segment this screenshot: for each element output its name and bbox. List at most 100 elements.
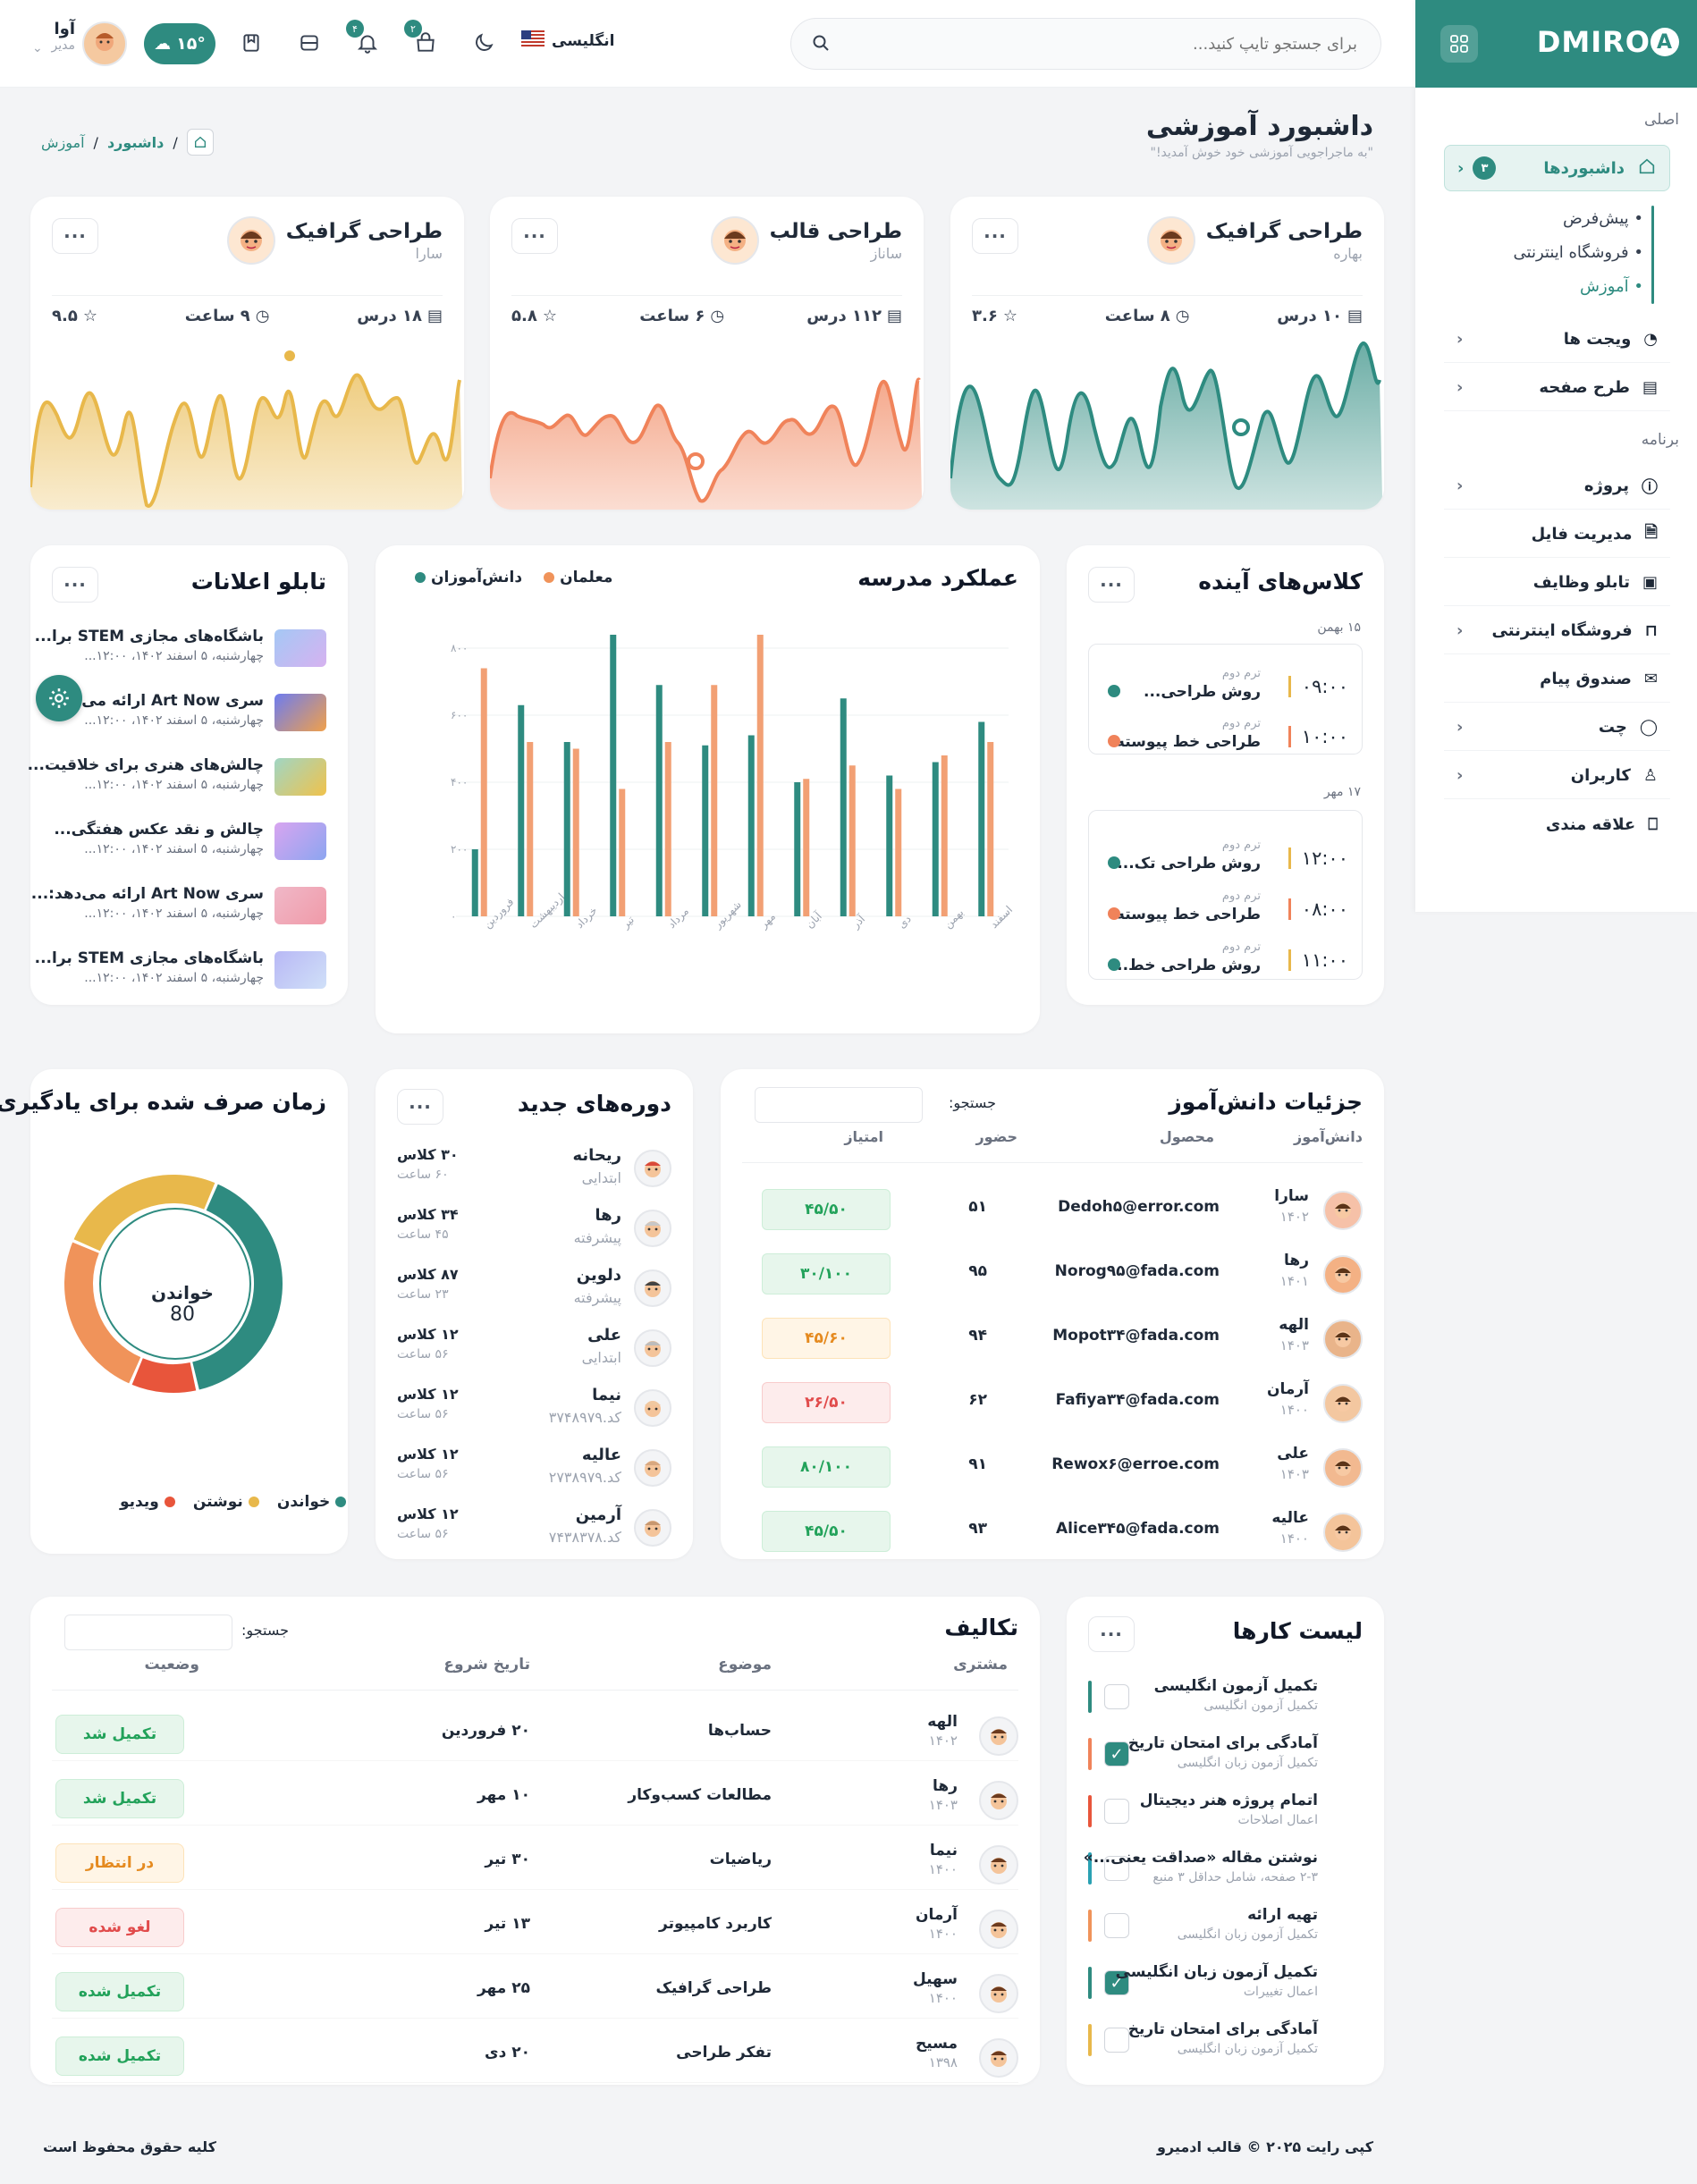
dark-mode-toggle[interactable] (466, 25, 502, 61)
table-row[interactable]: نیما ۱۴۰۰ ریاضیات ۳۰ تیر در انتظار (52, 1836, 1018, 1890)
bar-students (794, 782, 801, 916)
notice-item[interactable]: چالش و نقد عکس هفتگی... چهارشنبه، ۵ اسفند… (48, 817, 326, 865)
todo-checkbox[interactable] (1104, 2028, 1129, 2053)
more-button[interactable]: ··· (511, 218, 558, 254)
course-student-name: دلوین (576, 1266, 621, 1285)
course-item[interactable]: علی ابتدایی ۱۲ کلاس ۵۶ ساعت (397, 1324, 671, 1374)
sidebar-item-dashboards[interactable]: داشبوردها ۳ ‹ (1444, 145, 1670, 191)
hours-count: ◷ ۹ ساعت (184, 307, 270, 325)
sidebar-sub-default[interactable]: • پیش‌فرض (1562, 209, 1643, 228)
sidebar-item-favorites[interactable]: ⎕ علاقه مندی (1545, 814, 1658, 834)
todo-checkbox[interactable] (1104, 1856, 1129, 1881)
course-student-name: علی (587, 1326, 621, 1345)
sidebar-item-users[interactable]: ♙ کاربران ‹ (1444, 753, 1670, 799)
hours-count: ◷ ۸ ساعت (1104, 307, 1190, 325)
todo-item[interactable]: تکمیل آزمون انگلیسی تکمیل آزمون انگلیسی (1088, 1675, 1363, 1720)
assignment-subject: کاربرد کامپیوتر (659, 1915, 772, 1933)
sidebar-item-files[interactable]: 🗎 مدیریت فایل (1444, 511, 1670, 558)
sidebar-item-project[interactable]: ⓘ پروژه ‹ (1444, 463, 1670, 510)
todo-subtitle: تکمیل آزمون زبان انگلیسی (1177, 1756, 1318, 1770)
table-row[interactable]: آرمان ۱۴۰۰ کاربرد کامپیوتر ۱۳ تیر لغو شده (52, 1901, 1018, 1954)
column-header: مشتری (953, 1656, 1008, 1674)
breadcrumb-dashboard[interactable]: داشبورد (106, 133, 165, 151)
top-header: انگلیسی ۲ ۴ ۱۵° ☁ آوا مدیر ⌄ (0, 0, 1415, 88)
todo-item[interactable]: ✓ آمادگی برای امتحان تاریخ تکمیل آزمون زبا… (1088, 1733, 1363, 1777)
todo-item[interactable]: نوشتن مقاله «صداقت یعنی...» ۲-۳ صفحه، شام… (1084, 1847, 1363, 1892)
course-item[interactable]: عالیه کد.۲۷۳۸۹۷۹ ۱۲ کلاس ۵۶ ساعت (397, 1444, 671, 1494)
more-button[interactable]: ··· (972, 218, 1018, 254)
column-header: وضعیت (144, 1656, 199, 1674)
table-row[interactable]: سهیل ۱۴۰۰ طراحی گرافیک ۲۵ مهر تکمیل شده (52, 1965, 1018, 2019)
assignments-search-input[interactable] (64, 1615, 232, 1650)
course-header: طراحی قالب ساناز (710, 216, 902, 265)
class-time: ۱۰:۰۰ (1288, 726, 1348, 747)
more-button[interactable]: ··· (52, 567, 98, 603)
sidebar-item-chat[interactable]: ◯ چت ‹ (1444, 704, 1670, 751)
bookmark-button[interactable] (233, 25, 269, 61)
donut-segment (191, 1184, 283, 1390)
todo-item[interactable]: اتمام پروژه هنر دیجیتال اعمال اصلاحات (1088, 1790, 1363, 1834)
course-item[interactable]: نیما کد.۳۷۴۸۹۷۹ ۱۲ کلاس ۵۶ ساعت (397, 1384, 671, 1434)
todo-checkbox[interactable] (1104, 1684, 1129, 1709)
notice-item[interactable]: چالش‌های هنری برای خلاقیت... چهارشنبه، ۵ … (28, 753, 326, 801)
table-row[interactable]: مسیح ۱۳۹۸ تفکر طراحی ۲۰ دی تکمیل شده (52, 2029, 1018, 2083)
student-email: Rewox۶@erroe.com (1051, 1455, 1220, 1473)
more-button[interactable]: ··· (1088, 1616, 1135, 1652)
search-input[interactable] (790, 18, 1381, 70)
class-item[interactable]: ۰۸:۰۰ ترم دوم طراحی خط پیوسته (1102, 890, 1348, 934)
course-item[interactable]: رها پیشرفته ۳۴ کلاس ۴۵ ساعت (397, 1204, 671, 1254)
table-row[interactable]: علی ۱۴۰۳ Rewox۶@erroe.com ۹۱ ۸۰/۱۰۰ (742, 1443, 1363, 1493)
table-row[interactable]: آرمان ۱۴۰۰ Fafiya۳۴@fada.com ۶۲ ۲۶/۵۰ (742, 1379, 1363, 1429)
table-row[interactable]: رها ۱۴۰۱ Norog۹۵@fada.com ۹۵ ۳۰/۱۰۰ (742, 1250, 1363, 1300)
class-item[interactable]: ۱۲:۰۰ ترم دوم روش طراحی تک... (1102, 839, 1348, 883)
notice-item[interactable]: باشگاه‌های مجازی STEM برا... چهارشنبه، ۵ … (35, 946, 326, 994)
cart-button[interactable]: ۲ (404, 20, 443, 61)
sidebar-item-shop[interactable]: ⊓ فروشگاه اینترنتی ‹ (1444, 608, 1670, 654)
user-avatar[interactable] (82, 21, 127, 66)
more-button[interactable]: ··· (1088, 567, 1135, 603)
table-row[interactable]: سارا ۱۴۰۲ Dedoh۵@error.com ۵۱ ۴۵/۵۰ (742, 1185, 1363, 1235)
table-row[interactable]: رها ۱۴۰۳ مطالعات کسب‌وکار ۱۰ مهر تکمیل شد (52, 1772, 1018, 1826)
todo-item[interactable]: تهیه ارائه تکمیل آزمون زبان انگلیسی (1088, 1904, 1363, 1949)
settings-fab[interactable] (36, 675, 82, 721)
table-row[interactable]: عالیه ۱۴۰۰ Alice۳۴۵@fada.com ۹۳ ۴۵/۵۰ (742, 1507, 1363, 1557)
weather-pill[interactable]: ۱۵° ☁ (144, 23, 215, 64)
todo-item[interactable]: آمادگی برای امتحان تاریخ تکمیل آزمون زبان… (1088, 2019, 1363, 2063)
todo-checkbox[interactable]: ✓ (1104, 1970, 1129, 1995)
storage-button[interactable] (291, 25, 327, 61)
sidebar-item-widgets[interactable]: ◔ ویجت ها ‹ (1444, 316, 1670, 363)
class-name: طراحی خط پیوسته (1115, 906, 1261, 923)
more-button[interactable]: ··· (52, 218, 98, 254)
todo-checkbox[interactable]: ✓ (1104, 1741, 1129, 1767)
todo-item[interactable]: ✓ تکمیل آزمون زبان انگلیسی اعمال تغییرات (1088, 1961, 1363, 2006)
sidebar-item-mail[interactable]: ✉ صندوق پیام (1444, 656, 1670, 703)
notice-item[interactable]: سری Art Now ارائه می‌دهد:... چهارشنبه، ۵ … (31, 881, 326, 930)
sidebar-sub-education[interactable]: • آموزش (1580, 277, 1643, 296)
students-search-input[interactable] (755, 1087, 923, 1123)
notifications-button[interactable]: ۴ (346, 20, 385, 61)
class-item[interactable]: ۰۹:۰۰ ترم دوم روش طراحی... (1102, 667, 1348, 712)
language-selector[interactable]: انگلیسی (521, 30, 614, 51)
sidebar-sub-shop[interactable]: • فروشگاه اینترنتی (1513, 243, 1643, 262)
breadcrumb-home[interactable] (186, 129, 214, 156)
class-item[interactable]: ۱۰:۰۰ ترم دوم طراحی خط پیوسته (1102, 717, 1348, 762)
table-row[interactable]: الهه ۱۴۰۲ حساب‌ها ۲۰ فروردین تکمیل شد (52, 1708, 1018, 1761)
client-year: ۱۴۰۰ (928, 1990, 958, 2006)
more-button[interactable]: ··· (397, 1089, 443, 1125)
sidebar-item-layout[interactable]: ▤ طرح صفحه ‹ (1444, 365, 1670, 411)
bar-students (747, 735, 755, 916)
class-item[interactable]: ۱۱:۰۰ ترم دوم روش طراحی خط... (1102, 940, 1348, 985)
sidebar-item-tasks[interactable]: ▣ تابلو وظایف (1444, 560, 1670, 606)
user-info[interactable]: آوا مدیر (30, 20, 75, 53)
course-item[interactable]: ریحانه ابتدایی ۳۰ کلاس ۶۰ ساعت (397, 1144, 671, 1194)
notice-item[interactable]: سری Art Now ارائه می‌دهد... چهارشنبه، ۵ ا… (38, 688, 326, 737)
todo-checkbox[interactable] (1104, 1913, 1129, 1938)
todo-checkbox[interactable] (1104, 1799, 1129, 1824)
notice-item[interactable]: باشگاه‌های مجازی STEM برا... چهارشنبه، ۵ … (35, 624, 326, 672)
start-date: ۱۰ مهر (477, 1786, 530, 1804)
course-item[interactable]: آرمین کد.۷۴۳۸۳۷۸ ۱۲ کلاس ۵۶ ساعت (397, 1504, 671, 1554)
instructor-name: ساناز (870, 244, 902, 262)
menu-toggle-button[interactable] (1440, 25, 1478, 63)
table-row[interactable]: الهه ۱۴۰۳ Mopot۳۴@fada.com ۹۴ ۴۵/۶۰ (742, 1314, 1363, 1364)
course-item[interactable]: دلوین پیشرفته ۸۷ کلاس ۲۳ ساعت (397, 1264, 671, 1314)
